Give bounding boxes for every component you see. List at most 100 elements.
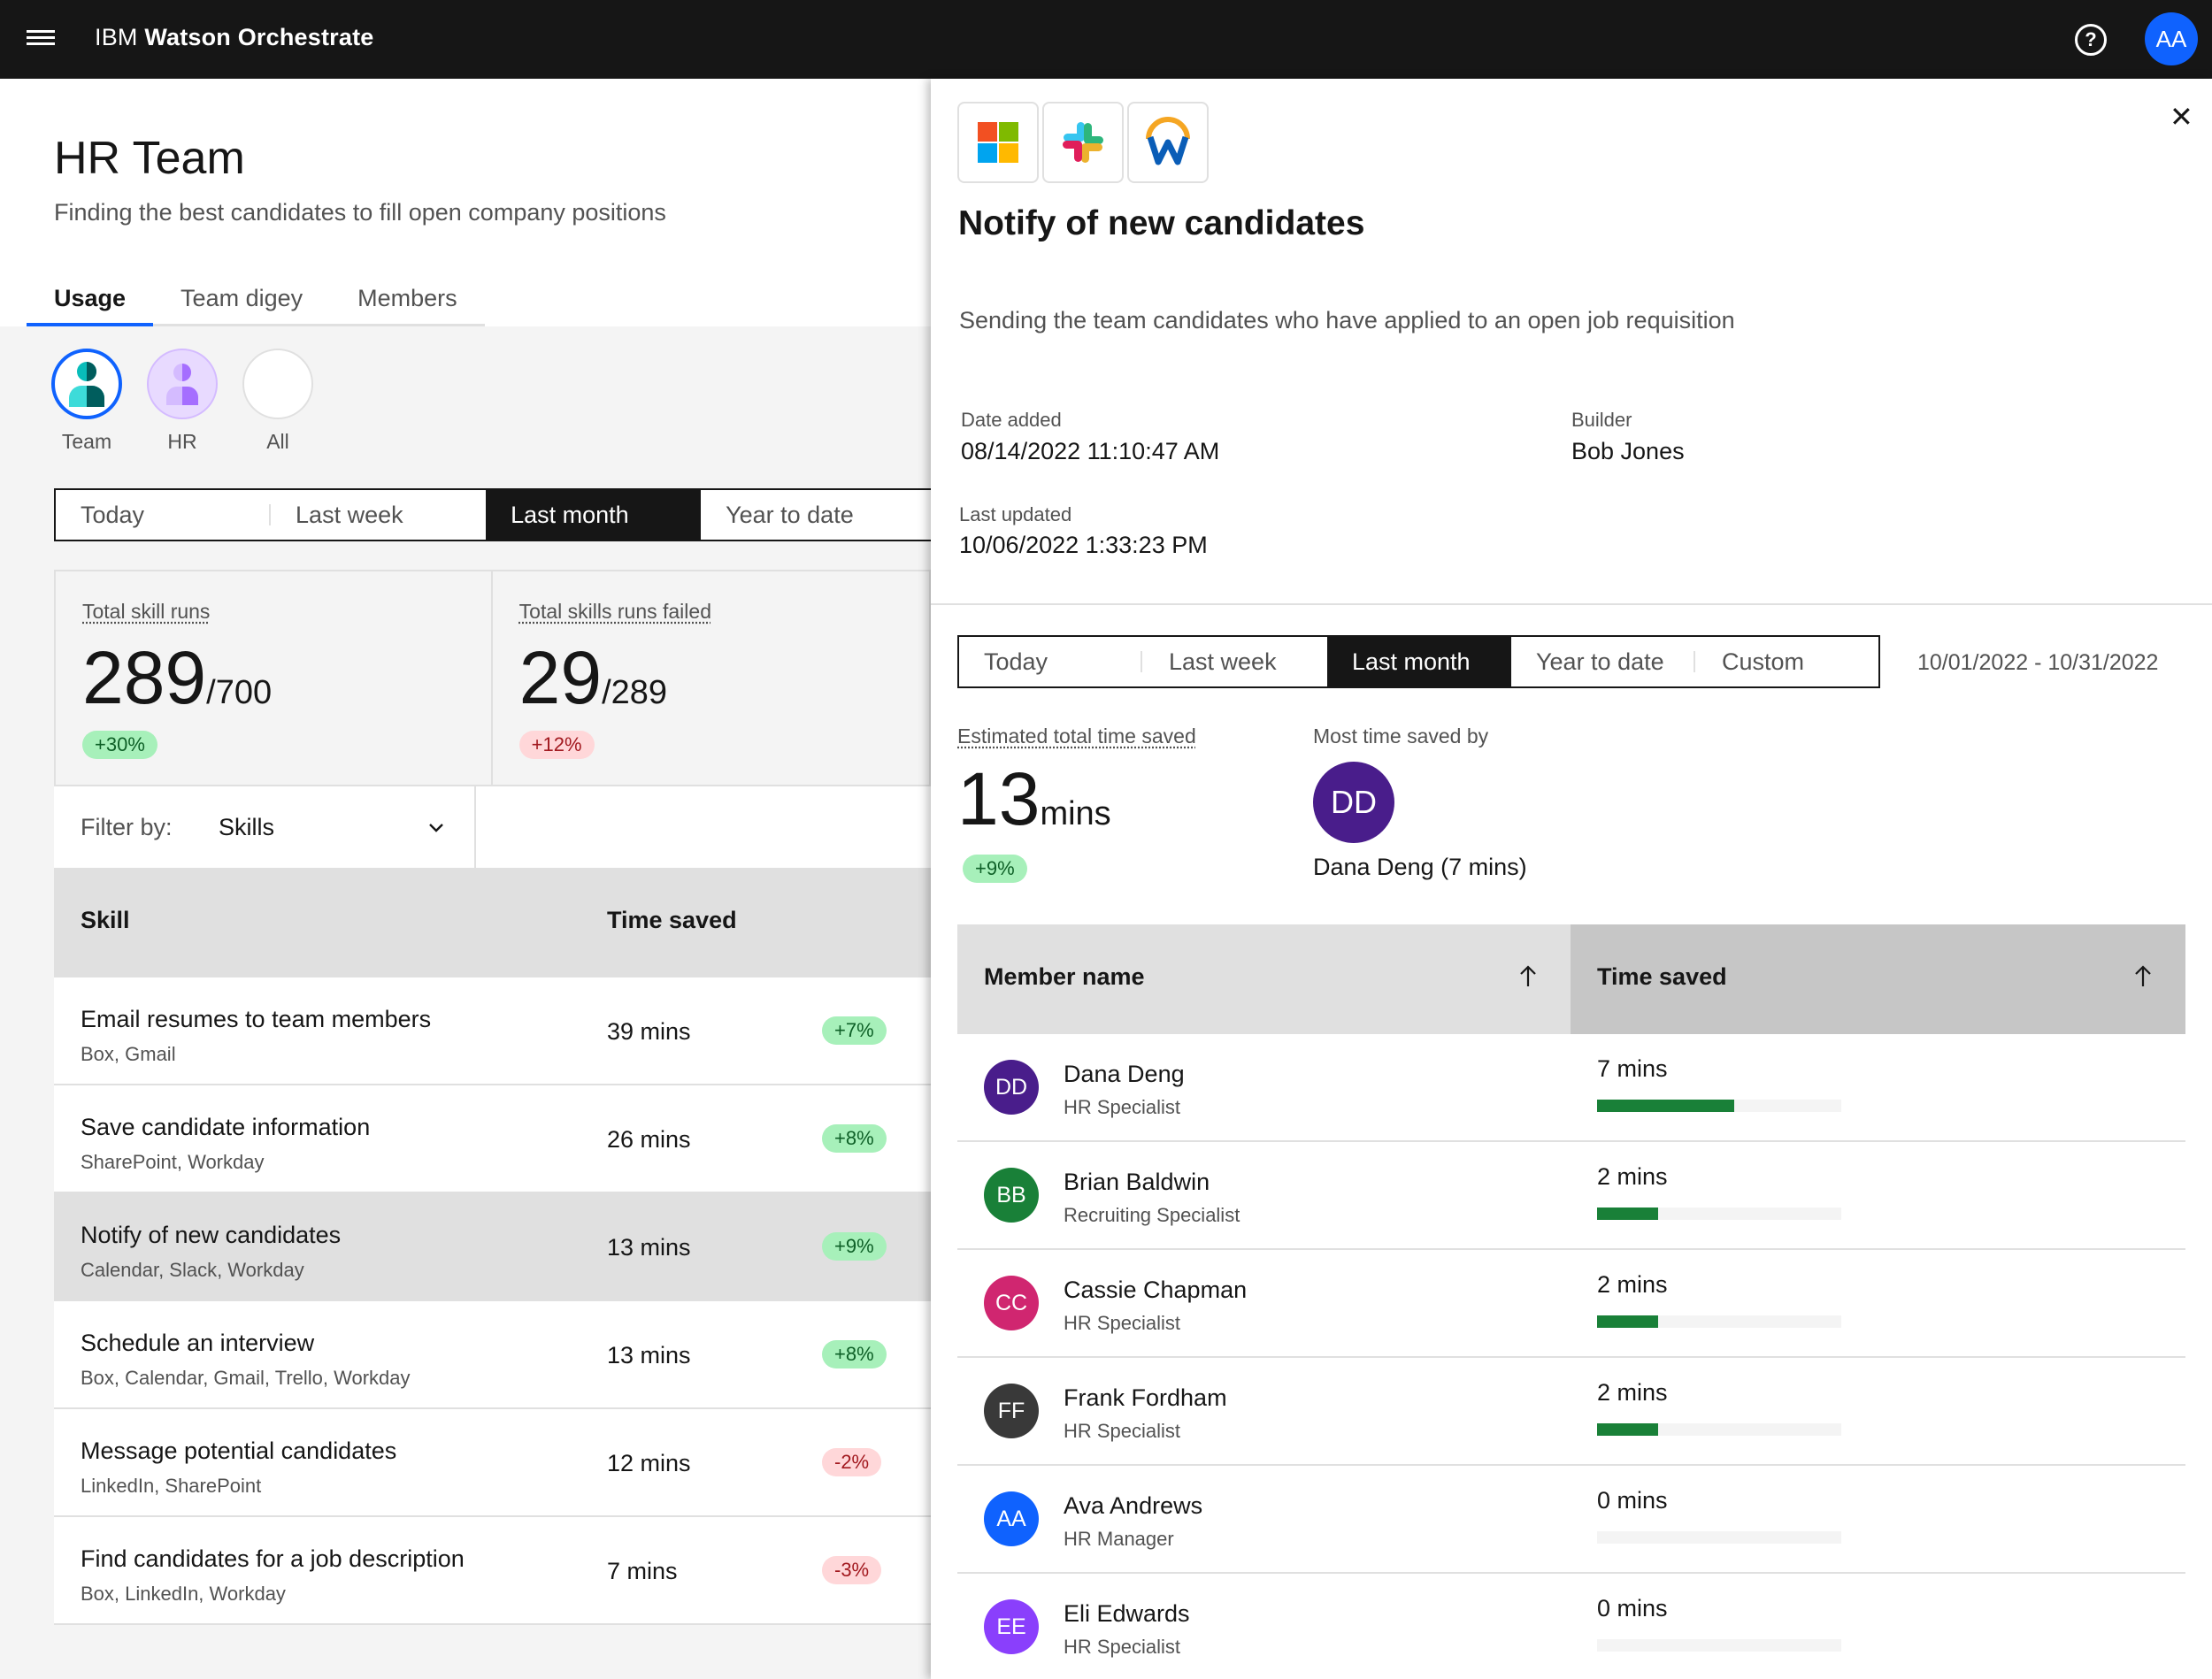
help-icon[interactable]: ?: [2075, 24, 2107, 56]
arrow-up-icon[interactable]: [1517, 963, 1539, 988]
member-role: HR Manager: [1064, 1528, 1174, 1550]
skill-time-saved: 26 mins: [607, 1126, 691, 1153]
timeframe-custom[interactable]: Custom: [1722, 648, 1805, 675]
table-row[interactable]: DD Dana Deng HR Specialist 7 mins: [957, 1034, 2185, 1142]
member-name: Frank Fordham: [1064, 1384, 1227, 1411]
table-row[interactable]: EE Eli Edwards HR Specialist 0 mins: [957, 1574, 2185, 1679]
member-name: Dana Deng: [1064, 1061, 1185, 1087]
skill-name: Email resumes to team members: [81, 1006, 432, 1032]
filter-dropdown[interactable]: Filter by: Skills: [54, 786, 476, 868]
scope-hr-label: HR: [167, 430, 197, 453]
avatar: DD: [984, 1060, 1039, 1115]
timeframe-today[interactable]: Today: [56, 490, 272, 540]
table-row[interactable]: Email resumes to team members Box, Gmail 3…: [54, 978, 931, 1085]
team-icon: [51, 349, 122, 419]
timeframe-last-month[interactable]: Last month: [1327, 637, 1511, 686]
avatar: AA: [984, 1491, 1039, 1546]
microsoft-icon: [957, 102, 1039, 183]
change-badge: -2%: [822, 1448, 882, 1476]
time-saved-bar: [1597, 1100, 1841, 1112]
timeframe-today[interactable]: Today: [959, 637, 1142, 686]
timeframe-last-week[interactable]: Last week: [296, 501, 403, 528]
tab-usage[interactable]: Usage: [27, 273, 154, 326]
product-name[interactable]: IBM Watson Orchestrate: [95, 24, 373, 51]
builder-value: Bob Jones: [1571, 438, 1685, 464]
date-added-value: 08/14/2022 11:10:47 AM: [961, 438, 1220, 464]
stat-change-badge: +12%: [518, 731, 595, 759]
skill-apps: SharePoint, Workday: [81, 1151, 265, 1173]
arrow-up-icon[interactable]: [2132, 963, 2154, 988]
table-row[interactable]: Notify of new candidates Calendar, Slack,…: [54, 1193, 931, 1301]
table-row[interactable]: FF Frank Fordham HR Specialist 2 mins: [957, 1358, 2185, 1466]
chevron-down-icon: [429, 824, 443, 832]
skills-table: Skill Time saved Email resumes to team m…: [54, 868, 931, 1625]
close-icon[interactable]: ✕: [2170, 101, 2193, 133]
user-avatar[interactable]: AA: [2145, 12, 2198, 65]
member-time-saved: 2 mins: [1597, 1163, 1668, 1190]
panel-title: Notify of new candidates: [958, 204, 1365, 242]
time-saved-bar-fill: [1597, 1100, 1734, 1112]
hr-icon: [147, 349, 218, 419]
date-range: 10/01/2022 - 10/31/2022: [1917, 650, 2159, 675]
table-row[interactable]: AA Ava Andrews HR Manager 0 mins: [957, 1466, 2185, 1574]
tab-members[interactable]: Members: [330, 273, 485, 326]
stat-total-skill-runs: Total skill runs 289/700 +30%: [54, 570, 493, 786]
scope-hr[interactable]: HR: [145, 349, 219, 454]
time-saved-bar: [1597, 1639, 1841, 1652]
stat-value: 289/700: [82, 636, 273, 719]
column-time-saved: Time saved: [607, 907, 737, 933]
skill-apps: Box, Calendar, Gmail, Trello, Workday: [81, 1367, 411, 1389]
skill-name: Find candidates for a job description: [81, 1545, 465, 1572]
filter-label: Filter by:: [81, 814, 173, 840]
column-skill: Skill: [81, 907, 130, 933]
column-member-name[interactable]: Member name: [957, 924, 1571, 1034]
time-saved-bar: [1597, 1531, 1841, 1544]
scope-team-label: Team: [61, 430, 112, 453]
timeframe-last-month[interactable]: Last month: [486, 490, 702, 540]
scope-all[interactable]: All: [241, 349, 315, 454]
table-row[interactable]: BB Brian Baldwin Recruiting Specialist 2 mi…: [957, 1142, 2185, 1250]
table-row[interactable]: Find candidates for a job description Box…: [54, 1517, 931, 1625]
menu-icon[interactable]: [27, 27, 55, 51]
stat-total-runs-failed: Total skills runs failed 29/289 +12%: [492, 570, 931, 786]
scope-team[interactable]: Team: [50, 349, 124, 454]
time-saved-bar: [1597, 1315, 1841, 1328]
skill-time-saved: 7 mins: [607, 1558, 678, 1584]
column-time-saved[interactable]: Time saved: [1571, 924, 2185, 1034]
last-updated-value: 10/06/2022 1:33:23 PM: [959, 532, 1208, 558]
table-row[interactable]: Save candidate information SharePoint, Wo…: [54, 1085, 931, 1193]
change-badge: +8%: [822, 1340, 887, 1368]
skill-apps: Box, Gmail: [81, 1043, 176, 1065]
top-nav-bar: IBM Watson Orchestrate ? AA: [0, 0, 2212, 79]
workday-icon: [1127, 102, 1209, 183]
member-time-saved: 2 mins: [1597, 1271, 1668, 1298]
skill-name: Notify of new candidates: [81, 1222, 342, 1248]
stats-tiles: Total skill runs 289/700 +30% Total skil…: [54, 570, 931, 786]
last-updated-label: Last updated: [959, 503, 1072, 525]
tab-team-digey[interactable]: Team digey: [153, 273, 331, 326]
avatar: CC: [984, 1276, 1039, 1330]
timeframe-year-to-date[interactable]: Year to date: [726, 501, 854, 528]
skill-name: Schedule an interview: [81, 1330, 315, 1356]
page-tabs: Usage Team digey Members: [27, 273, 485, 326]
filter-bar-spacer: [476, 786, 931, 868]
member-name: Brian Baldwin: [1064, 1169, 1210, 1195]
skill-time-saved: 13 mins: [607, 1234, 691, 1261]
time-saved-bar: [1597, 1423, 1841, 1436]
page-title: HR Team: [54, 133, 245, 184]
change-badge: -3%: [822, 1556, 882, 1584]
member-time-saved: 2 mins: [1597, 1379, 1668, 1406]
table-row[interactable]: Schedule an interview Box, Calendar, Gmai…: [54, 1301, 931, 1409]
timeframe-last-week[interactable]: Last week: [1169, 648, 1277, 675]
panel-timeframe-switcher: Today Last week Last month Year to date …: [957, 635, 1880, 688]
members-table-header: Member name Time saved: [957, 924, 2185, 1034]
timeframe-year-to-date[interactable]: Year to date: [1511, 637, 1695, 686]
skill-detail-panel: ✕ Notify of new candidates Sending the t…: [931, 79, 2212, 1679]
table-row[interactable]: CC Cassie Chapman HR Specialist 2 mins: [957, 1250, 2185, 1358]
app-icons: [957, 102, 1209, 183]
est-change-badge: +9%: [963, 855, 1027, 883]
table-row[interactable]: Message potential candidates LinkedIn, Sh…: [54, 1409, 931, 1517]
time-saved-bar-fill: [1597, 1423, 1658, 1436]
member-name: Cassie Chapman: [1064, 1276, 1248, 1303]
member-role: Recruiting Specialist: [1064, 1204, 1240, 1226]
